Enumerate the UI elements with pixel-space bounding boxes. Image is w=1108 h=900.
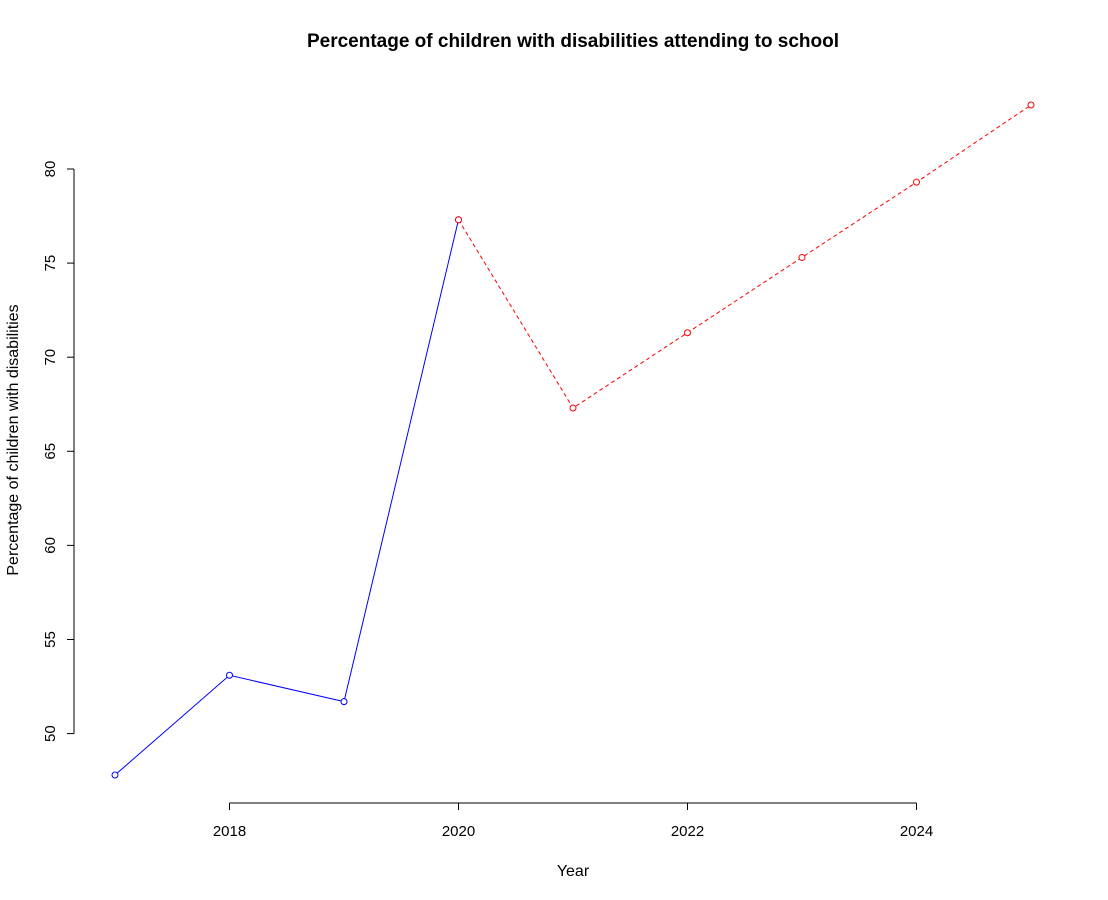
x-tick-label: 2024 [900,823,933,840]
x-axis-label: Year [557,863,590,880]
data-point [111,771,119,779]
x-ticks: 2018 2020 2022 2024 [213,803,933,840]
y-tick-label: 70 [42,349,59,366]
y-tick-label: 60 [42,537,59,554]
x-tick-label: 2020 [442,823,475,840]
data-point [684,329,691,337]
data-point [913,178,920,186]
data-point [1027,101,1035,109]
chart-title: Percentage of children with disabilities… [307,31,839,52]
series-1 [111,216,462,779]
data-point [569,404,577,412]
y-tick-label: 55 [42,631,59,648]
y-tick-label: 80 [42,161,59,178]
data-point [455,216,462,224]
series-2-line [458,104,1032,409]
series-1-line [114,219,459,776]
series-2 [455,101,1035,412]
x-tick-label: 2022 [671,823,704,840]
x-axis: 2018 2020 2022 2024 [213,802,933,840]
series-layer [111,101,1035,779]
y-tick-label: 75 [42,255,59,272]
y-ticks: 50 55 60 65 70 75 80 [42,161,74,742]
y-axis-label: Percentage of children with disabilities [5,304,22,575]
x-tick-label: 2018 [213,823,246,840]
y-tick-label: 50 [42,725,59,742]
y-axis: 50 55 60 65 70 75 80 [42,161,75,742]
data-point [226,671,233,679]
y-tick-label: 65 [42,443,59,460]
data-point [340,698,348,706]
data-point [798,253,806,261]
